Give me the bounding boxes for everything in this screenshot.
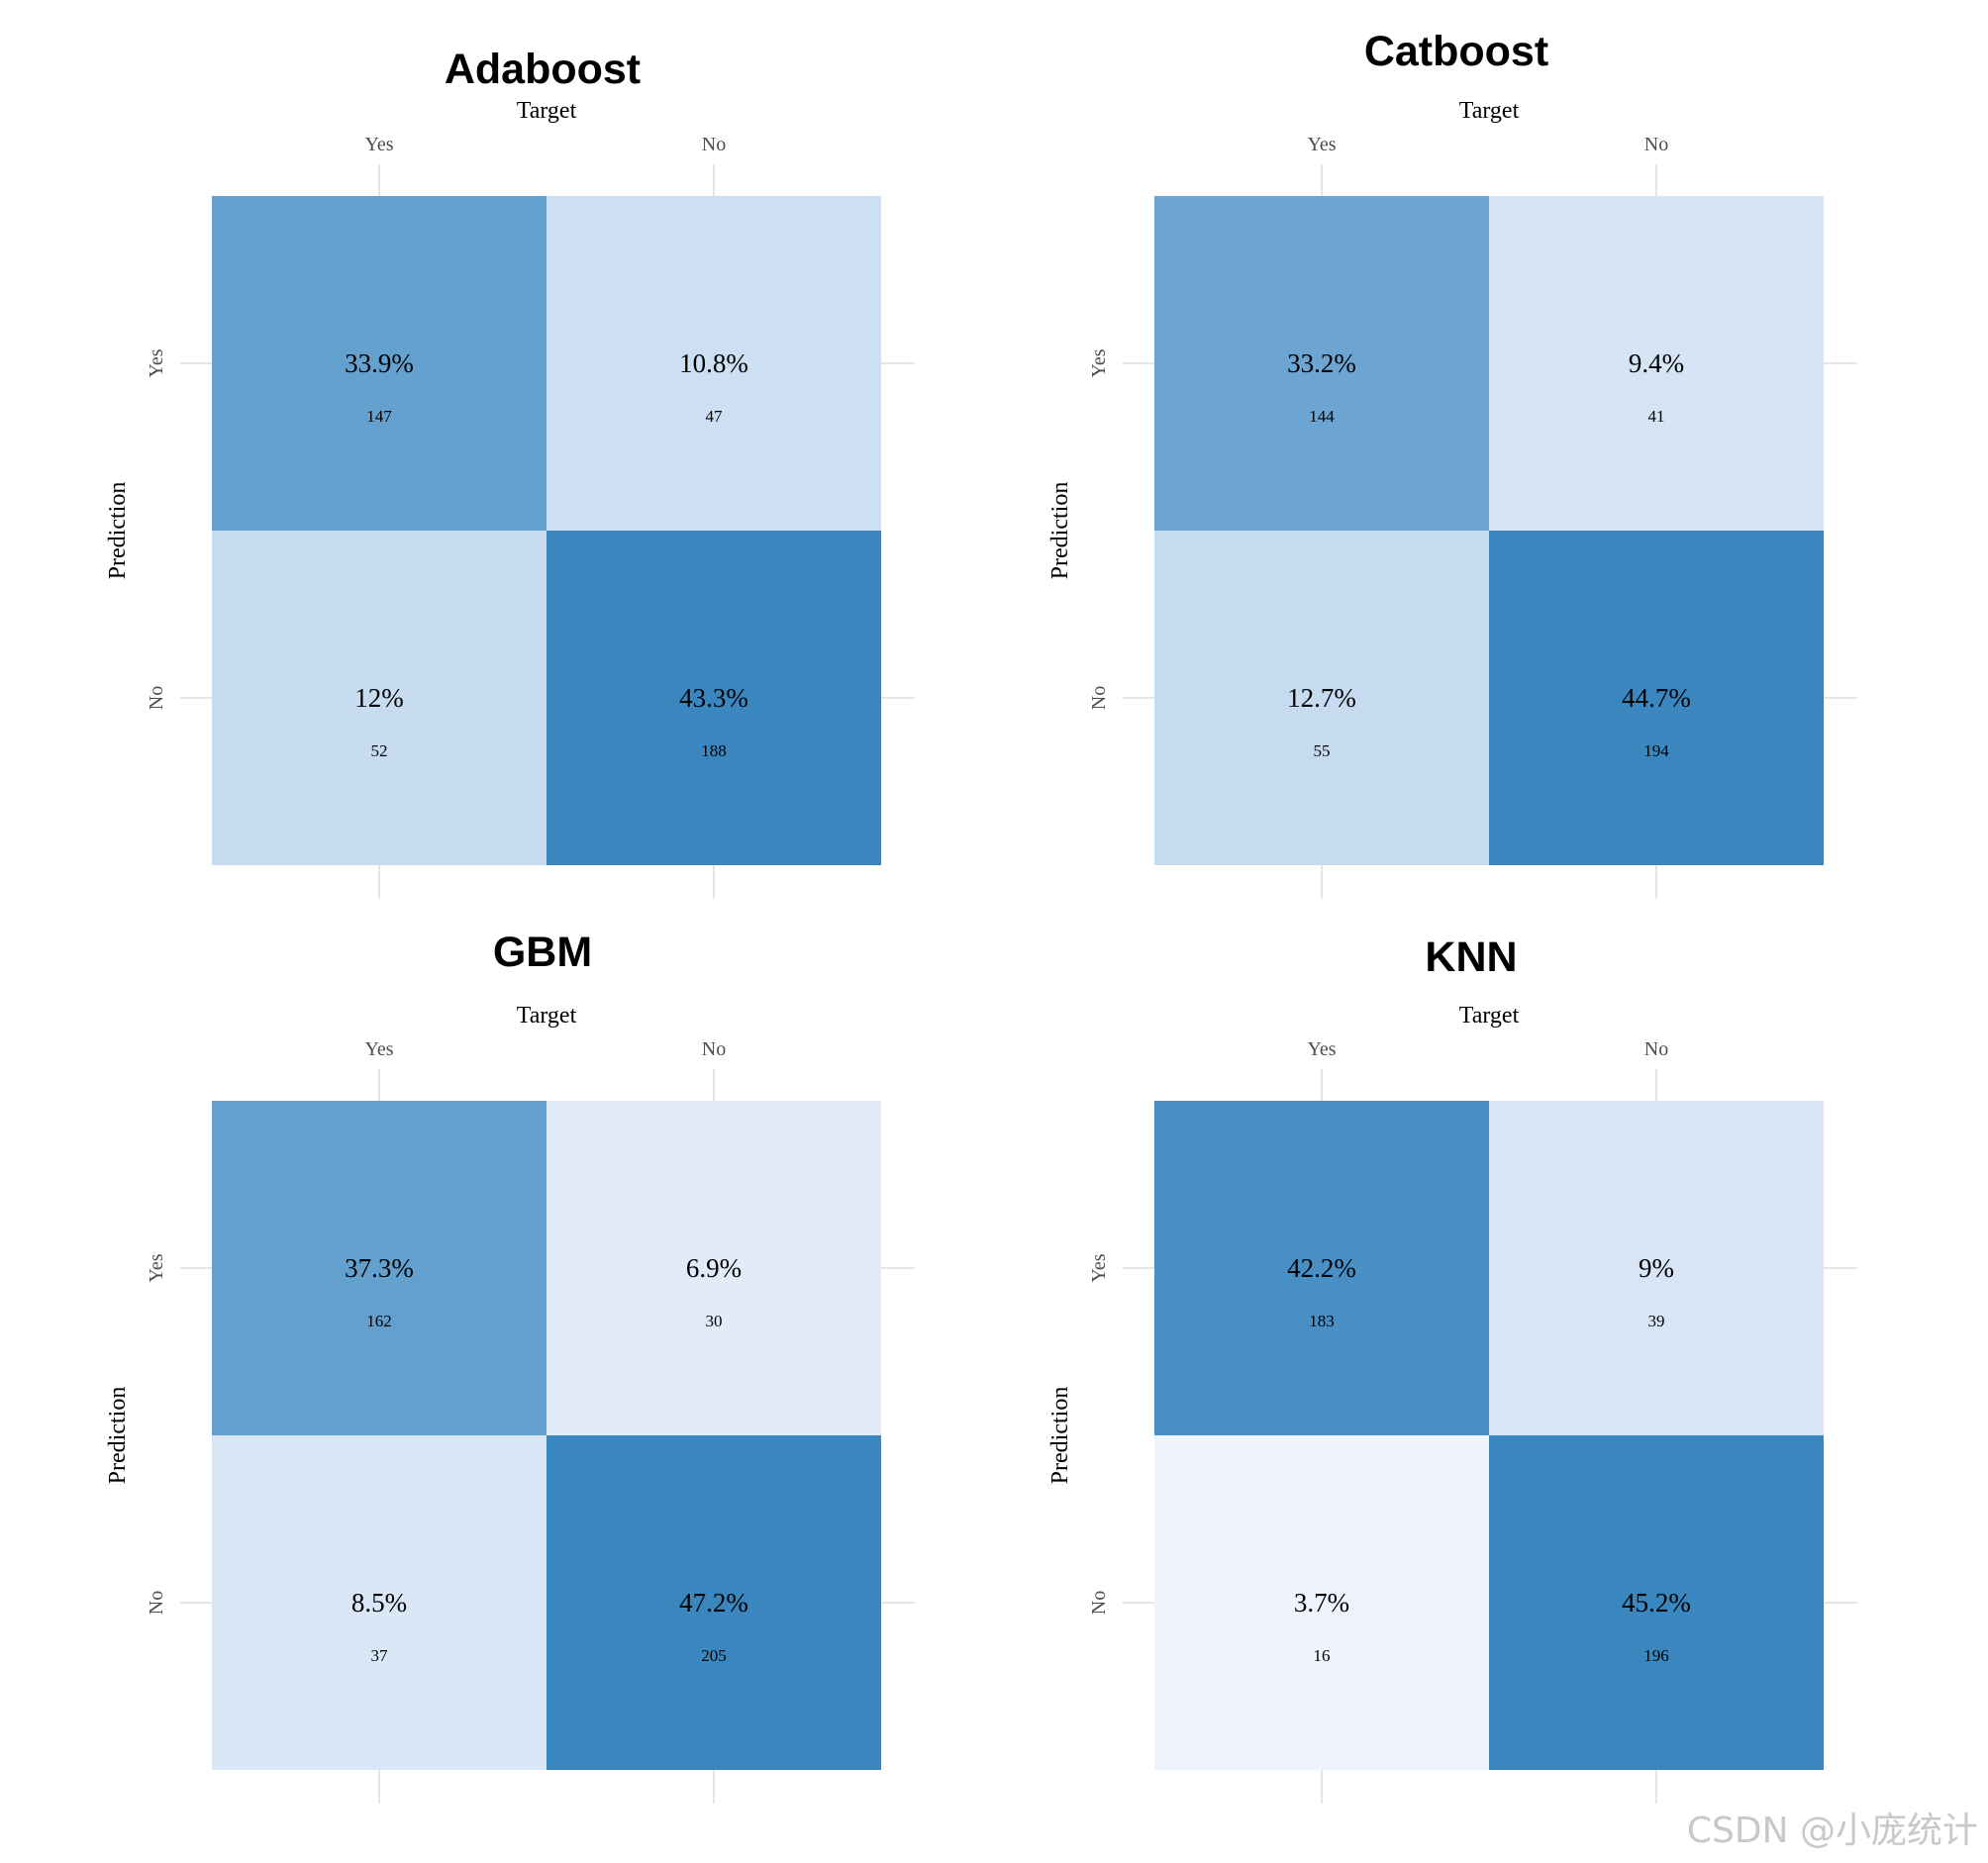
gbm-x-tick-no: No — [702, 1038, 726, 1060]
knn-y-tick-no: No — [1088, 1591, 1110, 1615]
gbm-cell-pred-yes-target-yes-count: 162 — [366, 1312, 392, 1330]
knn-y-axis-title: Prediction — [1047, 1387, 1073, 1485]
adaboost-cell-pred-no-target-no-percent: 43.3% — [679, 683, 748, 713]
gbm-cell-pred-yes-target-no — [547, 1101, 881, 1435]
adaboost-cell-pred-yes-target-no — [547, 196, 881, 531]
catboost-x-tick-no: No — [1644, 134, 1668, 155]
adaboost-x-axis-title: Target — [517, 98, 577, 124]
watermark: CSDN @小庞统计 — [1686, 1811, 1978, 1851]
adaboost-cell-pred-no-target-no-count: 188 — [701, 741, 727, 760]
catboost-cell-pred-no-target-yes-percent: 12.7% — [1287, 683, 1356, 713]
knn-y-tick-yes: Yes — [1088, 1253, 1110, 1282]
adaboost-y-tick-no: No — [146, 686, 167, 710]
adaboost-cell-pred-no-target-yes-count: 52 — [371, 741, 388, 760]
adaboost-cell-pred-yes-target-yes-percent: 33.9% — [345, 348, 414, 378]
catboost-y-axis-title: Prediction — [1047, 482, 1073, 580]
adaboost-y-tick-yes: Yes — [146, 348, 167, 377]
catboost-cell-pred-yes-target-yes-count: 144 — [1309, 407, 1335, 426]
knn-cell-pred-no-target-yes-count: 16 — [1314, 1646, 1331, 1665]
adaboost-cell-pred-yes-target-yes — [212, 196, 547, 531]
gbm-x-tick-yes: Yes — [364, 1038, 393, 1060]
catboost-cell-pred-yes-target-no-count: 41 — [1648, 407, 1665, 426]
knn-cell-pred-yes-target-no-percent: 9% — [1639, 1253, 1674, 1283]
gbm-cell-pred-no-target-yes — [212, 1435, 547, 1770]
gbm-y-tick-no: No — [146, 1591, 167, 1615]
adaboost-cell-pred-yes-target-yes-count: 147 — [366, 407, 392, 426]
catboost-cell-pred-no-target-no — [1489, 531, 1824, 865]
knn-x-tick-yes: Yes — [1307, 1038, 1336, 1060]
catboost-cell-pred-yes-target-no-percent: 9.4% — [1629, 348, 1684, 378]
adaboost-x-tick-yes: Yes — [364, 134, 393, 155]
gbm-x-axis-title: Target — [517, 1003, 577, 1029]
knn-cell-pred-yes-target-no — [1489, 1101, 1824, 1435]
knn-cell-pred-no-target-yes-percent: 3.7% — [1294, 1588, 1349, 1618]
knn-cell-pred-no-target-no-count: 196 — [1643, 1646, 1669, 1665]
knn-cell-pred-no-target-no — [1489, 1435, 1824, 1770]
adaboost-cell-pred-no-target-yes — [212, 531, 547, 865]
adaboost-y-axis-title: Prediction — [105, 482, 131, 580]
adaboost-x-tick-no: No — [702, 134, 726, 155]
catboost-y-tick-no: No — [1088, 686, 1110, 710]
catboost-x-axis-title: Target — [1459, 98, 1520, 124]
knn-cell-pred-yes-target-yes — [1154, 1101, 1489, 1435]
gbm-cell-pred-no-target-yes-count: 37 — [371, 1646, 389, 1665]
catboost-cell-pred-no-target-no-percent: 44.7% — [1622, 683, 1691, 713]
knn-cell-pred-no-target-yes — [1154, 1435, 1489, 1770]
adaboost-title: Adaboost — [445, 46, 641, 93]
catboost-cell-pred-no-target-yes — [1154, 531, 1489, 865]
gbm-cell-pred-no-target-no-percent: 47.2% — [679, 1588, 748, 1618]
catboost-cell-pred-yes-target-yes-percent: 33.2% — [1287, 348, 1356, 378]
catboost-cell-pred-no-target-no-count: 194 — [1643, 741, 1669, 760]
knn-cell-pred-no-target-no-percent: 45.2% — [1622, 1588, 1691, 1618]
knn-title: KNN — [1425, 933, 1517, 981]
gbm-cell-pred-yes-target-yes — [212, 1101, 547, 1435]
gbm-cell-pred-yes-target-yes-percent: 37.3% — [345, 1253, 414, 1283]
catboost-cell-pred-yes-target-yes — [1154, 196, 1489, 531]
knn-x-tick-no: No — [1644, 1038, 1668, 1060]
knn-x-axis-title: Target — [1459, 1003, 1520, 1029]
catboost-cell-pred-no-target-yes-count: 55 — [1314, 741, 1331, 760]
catboost-cell-pred-yes-target-no — [1489, 196, 1824, 531]
gbm-cell-pred-no-target-no — [547, 1435, 881, 1770]
adaboost-cell-pred-yes-target-no-count: 47 — [706, 407, 724, 426]
gbm-cell-pred-yes-target-no-count: 30 — [706, 1312, 723, 1330]
gbm-y-tick-yes: Yes — [146, 1253, 167, 1282]
gbm-cell-pred-yes-target-no-percent: 6.9% — [686, 1253, 742, 1283]
catboost-y-tick-yes: Yes — [1088, 348, 1110, 377]
adaboost-cell-pred-no-target-yes-percent: 12% — [354, 683, 404, 713]
gbm-title: GBM — [493, 929, 592, 976]
knn-cell-pred-yes-target-no-count: 39 — [1648, 1312, 1665, 1330]
gbm-y-axis-title: Prediction — [105, 1387, 131, 1485]
adaboost-cell-pred-yes-target-no-percent: 10.8% — [679, 348, 748, 378]
adaboost-cell-pred-no-target-no — [547, 531, 881, 865]
gbm-cell-pred-no-target-yes-percent: 8.5% — [351, 1588, 407, 1618]
gbm-cell-pred-no-target-no-count: 205 — [701, 1646, 727, 1665]
knn-cell-pred-yes-target-yes-count: 183 — [1309, 1312, 1335, 1330]
knn-cell-pred-yes-target-yes-percent: 42.2% — [1287, 1253, 1356, 1283]
catboost-x-tick-yes: Yes — [1307, 134, 1336, 155]
catboost-title: Catboost — [1364, 28, 1548, 75]
